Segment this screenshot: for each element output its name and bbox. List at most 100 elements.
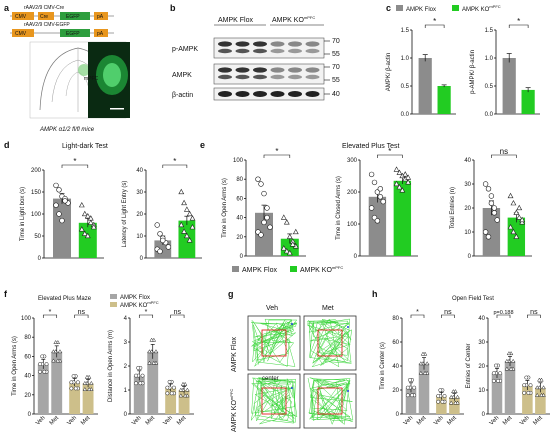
- data-point-flox: [264, 214, 270, 221]
- y-axis-label: Latency of Light Entry (s): [122, 181, 128, 248]
- mw-marker: 70: [332, 64, 340, 71]
- data-point-flox: [258, 181, 264, 187]
- y-tick-label: 20: [136, 212, 143, 218]
- data-point-flox: [267, 224, 273, 230]
- blot-row-label: p-AMPK: [172, 46, 198, 53]
- legend-swatch-flox-f: [110, 294, 117, 299]
- y-tick-label: 0: [124, 412, 128, 418]
- blot-frame: [213, 37, 325, 59]
- bar: [178, 390, 190, 414]
- fluorescence-image: [88, 42, 130, 118]
- data-point-ko: [178, 221, 185, 228]
- sig-label: ns: [530, 309, 538, 316]
- data-point: [86, 387, 92, 391]
- x-tick-label: Veh: [35, 415, 47, 427]
- data-point: [136, 365, 141, 370]
- data-point: [440, 399, 445, 404]
- data-point-ko: [510, 228, 517, 235]
- data-point-flox: [255, 176, 261, 182]
- legend-swatch-ko-e: [290, 266, 297, 272]
- data-point: [165, 385, 170, 390]
- y-tick-label: 20: [236, 235, 243, 241]
- cmv2-label: CMV: [15, 31, 27, 37]
- blot-band: [253, 67, 267, 73]
- y-tick-label: 10: [464, 230, 471, 236]
- data-point: [498, 371, 503, 376]
- sig-bracket: [424, 24, 445, 28]
- blot-band: [235, 91, 250, 97]
- y-tick-label: 30: [136, 190, 143, 196]
- y-tick-label: 30: [478, 340, 485, 346]
- bar: [165, 387, 177, 414]
- mw-marker: 55: [332, 51, 340, 58]
- data-point-ko: [513, 209, 520, 215]
- data-point-flox: [377, 186, 383, 192]
- bar: [522, 385, 533, 414]
- data-point-flox: [157, 248, 163, 255]
- mw-marker: 55: [332, 77, 340, 84]
- sig-label: *: [416, 309, 419, 316]
- y-tick-label: 80: [392, 316, 399, 322]
- y-axis-label: Entries of Center: [466, 343, 472, 388]
- y-axis-label: Time in Center (s): [380, 342, 386, 390]
- data-point: [407, 377, 412, 382]
- y-tick-label: 20: [464, 206, 471, 212]
- data-point-flox: [491, 210, 497, 216]
- data-point-flox: [374, 218, 381, 224]
- y-tick-label: 40: [464, 158, 471, 164]
- sig-bracket: [42, 314, 58, 318]
- data-point: [424, 361, 430, 366]
- data-point-flox: [485, 186, 492, 192]
- data-point-flox: [154, 222, 160, 228]
- data-point: [182, 393, 188, 398]
- y-tick-label: 20: [478, 364, 485, 370]
- data-point: [405, 393, 410, 398]
- data-point: [42, 369, 47, 374]
- egfp-label: EGFP: [66, 14, 80, 20]
- construct-cre-label: rAAV2/9 CMV-Cre: [24, 5, 64, 11]
- legend-flox: AMPK Flox: [406, 7, 436, 13]
- bar: [51, 351, 63, 414]
- construct-egfp-label: rAAV2/9 CMV-EGFP: [24, 22, 70, 28]
- bar-ko: [521, 89, 535, 114]
- y-tick-label: 50: [34, 234, 41, 240]
- panel-b: b AMPK Flox AMPK KOmPFC p-AMPK 70 55 AMPK 70…: [170, 3, 340, 101]
- sig-label: *: [388, 147, 391, 156]
- panel-c: c AMPK Flox AMPK KOmPFC 0.0 0.5 1.0 1.5 AMPK…: [386, 3, 540, 118]
- data-point: [410, 393, 414, 398]
- data-point-flox: [56, 211, 62, 217]
- mpfc-label: mPFC: [84, 76, 99, 82]
- panel-letter-h: h: [372, 289, 378, 299]
- row-label-flox: AMPK Flox: [231, 336, 238, 372]
- y-tick-label: 1.0: [485, 56, 494, 62]
- data-point: [510, 358, 516, 363]
- data-point: [535, 392, 540, 397]
- panel-letter-d: d: [4, 140, 10, 150]
- data-point: [178, 393, 184, 398]
- data-point-flox: [261, 190, 267, 197]
- data-point: [153, 349, 159, 354]
- data-point-ko: [280, 245, 287, 251]
- track-path: [306, 318, 353, 368]
- data-point: [51, 349, 56, 354]
- x-tick-label: Met: [532, 415, 544, 427]
- data-point-ko: [90, 223, 97, 230]
- y-tick-label: 0.5: [485, 84, 494, 90]
- data-point: [147, 360, 152, 365]
- data-point: [57, 349, 63, 354]
- data-point: [40, 354, 45, 359]
- y-axis-label: Time in Open Arms (s): [12, 336, 18, 396]
- y-tick-label: 80: [24, 335, 31, 341]
- x-tick-label: Met: [446, 415, 458, 427]
- data-point-ko: [516, 214, 523, 220]
- pa-label: pA: [97, 14, 104, 20]
- bar: [69, 382, 81, 414]
- blot-band: [235, 41, 250, 47]
- y-axis-label: Time in Open Arms (s): [222, 178, 228, 238]
- legend-flox-f: AMPK Flox: [120, 295, 150, 301]
- data-point-flox: [368, 171, 375, 178]
- panel-e-title: Elevated Plus Test: [342, 143, 400, 150]
- y-tick-label: 100: [31, 212, 42, 218]
- data-point: [451, 389, 456, 393]
